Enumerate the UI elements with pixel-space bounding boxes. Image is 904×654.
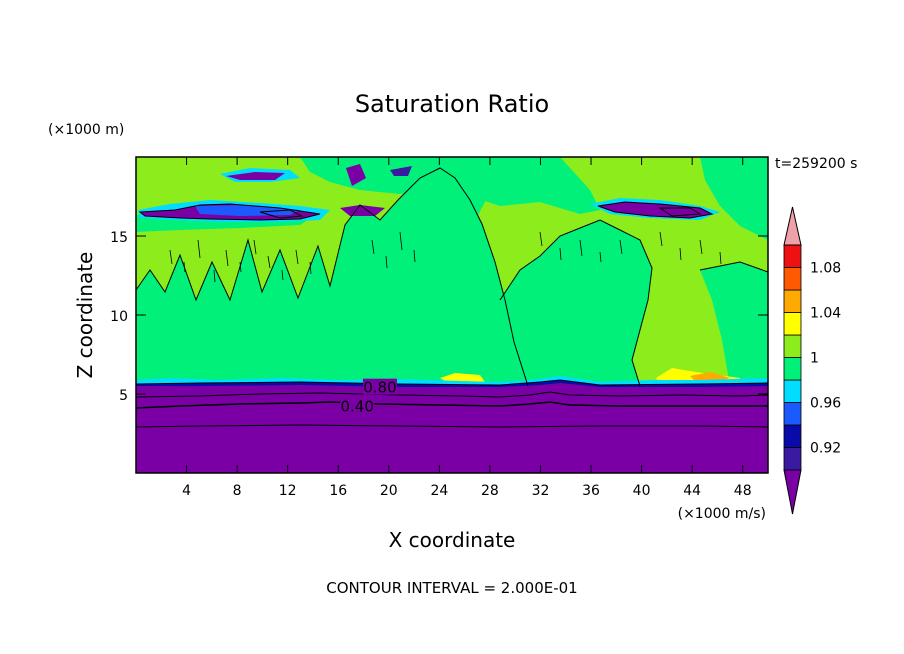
- x-tick-label: 48: [734, 483, 752, 499]
- y-axis-ticks: 5 10 15: [110, 230, 768, 404]
- y-axis-label: Z coordinate: [73, 252, 97, 379]
- colorbar-swatch: [783, 334, 802, 358]
- x-tick-label: 44: [683, 483, 701, 499]
- colorbar-tick-label: 1: [810, 351, 819, 367]
- time-label: t=259200 s: [775, 156, 857, 172]
- contour-interval-label: CONTOUR INTERVAL = 2.000E-01: [326, 579, 577, 597]
- x-tick-label: 24: [430, 483, 448, 499]
- contour-label: 0.80: [363, 379, 396, 397]
- x-tick-label: 28: [481, 483, 499, 499]
- colorbar-swatch: [783, 402, 802, 426]
- colorbar-swatch: [783, 289, 802, 313]
- colorbar-swatch: [783, 424, 802, 448]
- y-tick-label: 15: [110, 230, 128, 246]
- band-purple-top-left: [226, 172, 285, 180]
- x-tick-label: 12: [279, 483, 297, 499]
- pocket-orange-right: [690, 372, 730, 381]
- colorbar-swatch: [783, 244, 802, 268]
- colorbar-tick-label: 1.08: [810, 261, 841, 277]
- x-tick-label: 32: [532, 483, 550, 499]
- band-purple-upper-center: [340, 205, 385, 216]
- colorbar-high-triangle: [783, 206, 802, 246]
- field-teal-region-right: [500, 220, 652, 386]
- band-purple-top-center: [346, 164, 366, 186]
- colorbar-tick-label: 0.92: [810, 441, 841, 457]
- y-unit-label: (×1000 m): [48, 122, 124, 138]
- x-axis-ticks: 4 8 12 16 20 24 28 32 36 40 44 48: [182, 157, 752, 499]
- field-teal-region-top-right: [700, 157, 768, 240]
- x-tick-label: 36: [582, 483, 600, 499]
- x-tick-label: 8: [233, 483, 242, 499]
- x-tick-label: 4: [182, 483, 191, 499]
- contour-label-bg: [340, 397, 375, 414]
- chart-title: Saturation Ratio: [355, 90, 549, 118]
- colorbar-swatch: [783, 379, 802, 403]
- x-tick-label: 40: [633, 483, 651, 499]
- contour-speckles: [169, 231, 722, 283]
- colorbar-swatch: [783, 447, 802, 471]
- x-tick-label: 16: [329, 483, 347, 499]
- colorbar-tick-label: 0.96: [810, 396, 841, 412]
- colorbar-tick-label: 1.04: [810, 306, 841, 322]
- x-unit-label: (×1000 m/s): [678, 506, 766, 522]
- contour-label-bg: [362, 378, 397, 395]
- field-teal-region-far-right: [700, 262, 768, 386]
- contour-labels: 0.800.40: [340, 378, 397, 416]
- colorbar-low-triangle: [783, 469, 802, 515]
- contour-label: 0.40: [340, 398, 373, 416]
- band-purple-top-center-2: [390, 166, 412, 176]
- colorbar-swatch: [783, 312, 802, 336]
- colorbar-swatch: [783, 357, 802, 381]
- lower-layer-purple: [136, 383, 768, 473]
- colorbar-swatch: [783, 267, 802, 291]
- y-tick-label: 5: [119, 388, 128, 404]
- x-axis-label: X coordinate: [389, 528, 516, 552]
- band-purple-upper-right: [598, 202, 712, 218]
- x-tick-label: 20: [380, 483, 398, 499]
- field-teal-region-left: [136, 168, 528, 386]
- contour-field: [136, 157, 768, 473]
- y-tick-label: 10: [110, 309, 128, 325]
- contour-lines: [136, 167, 768, 428]
- colorbar: 0.92 0.96 1 1.04 1.08: [783, 206, 841, 515]
- field-teal-region-top: [300, 157, 600, 214]
